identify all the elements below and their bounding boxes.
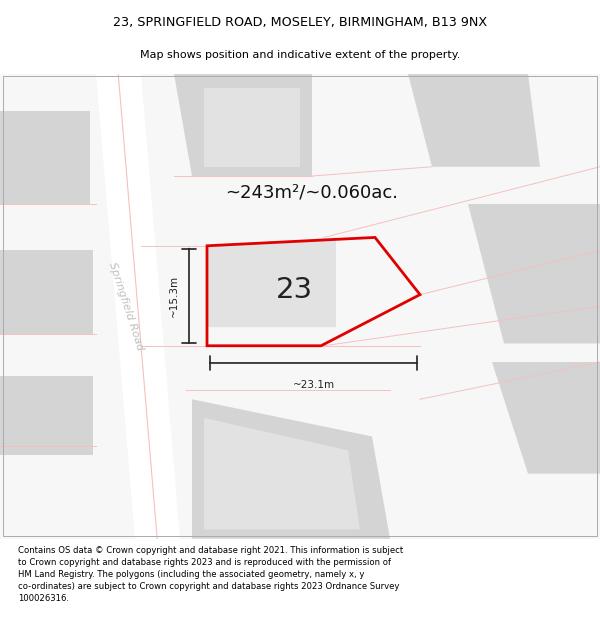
- Polygon shape: [492, 362, 600, 474]
- Text: Map shows position and indicative extent of the property.: Map shows position and indicative extent…: [140, 49, 460, 59]
- Polygon shape: [468, 204, 600, 344]
- Polygon shape: [174, 74, 312, 176]
- Text: 23, SPRINGFIELD ROAD, MOSELEY, BIRMINGHAM, B13 9NX: 23, SPRINGFIELD ROAD, MOSELEY, BIRMINGHA…: [113, 16, 487, 29]
- Text: Contains OS data © Crown copyright and database right 2021. This information is : Contains OS data © Crown copyright and d…: [18, 546, 403, 603]
- Polygon shape: [0, 111, 90, 204]
- Polygon shape: [207, 238, 336, 327]
- Text: ~243m²/~0.060ac.: ~243m²/~0.060ac.: [226, 183, 398, 201]
- Polygon shape: [96, 74, 180, 539]
- Polygon shape: [204, 418, 360, 529]
- Polygon shape: [204, 88, 300, 167]
- Text: ~15.3m: ~15.3m: [169, 275, 179, 317]
- Text: ~23.1m: ~23.1m: [292, 380, 335, 390]
- Polygon shape: [408, 74, 540, 167]
- Text: 23: 23: [275, 276, 313, 304]
- Polygon shape: [0, 376, 93, 455]
- Polygon shape: [0, 251, 93, 334]
- Polygon shape: [192, 399, 390, 539]
- Text: Springfield Road: Springfield Road: [107, 261, 145, 352]
